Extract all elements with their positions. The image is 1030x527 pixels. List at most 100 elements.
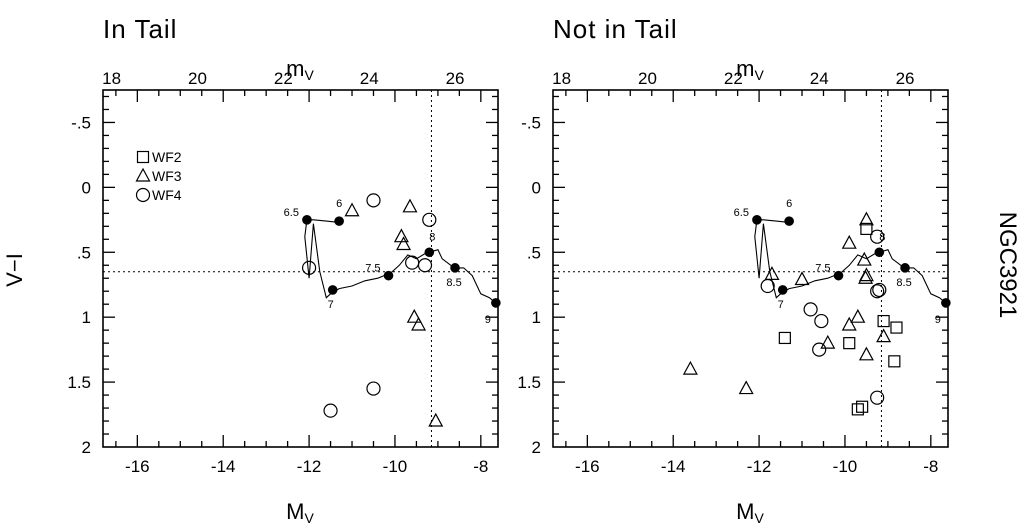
- top-axis-title-subscript: V: [754, 67, 764, 83]
- age-label: 8: [879, 231, 885, 243]
- wf3-point: [858, 211, 874, 226]
- top-axis-title-main: m: [286, 56, 304, 81]
- x-tick-label: -10: [833, 457, 858, 476]
- x-tick-label: -10: [383, 457, 408, 476]
- y-tick-label: .5: [527, 243, 541, 262]
- legend-square-marker: [136, 150, 150, 164]
- panel-not-in-tail: Not in Tail mV MV -16 -14 -12 -10 -818 20 22 24…: [517, 14, 951, 526]
- plot-frame: [552, 89, 949, 448]
- age-label: 8.5: [446, 277, 461, 289]
- age-marker: [752, 215, 762, 225]
- age-marker: [900, 263, 910, 273]
- wf3-point: [794, 271, 810, 286]
- age-label: 7.5: [815, 263, 830, 275]
- wf4-point: [417, 258, 433, 273]
- panel-title: Not in Tail: [553, 14, 678, 44]
- wf2-point: [851, 403, 864, 416]
- x-axis-title-subscript: V: [754, 510, 764, 526]
- wf4-point: [760, 278, 775, 294]
- top-axis-title: mV: [736, 56, 764, 83]
- wf4-point: [366, 381, 381, 396]
- wf4-point: [812, 342, 827, 357]
- x-axis-title: MV: [736, 499, 764, 526]
- y-tick-label: 2: [82, 438, 91, 457]
- wf4-point: [803, 302, 818, 317]
- wf4-point: [814, 313, 829, 329]
- x-tick-label: -14: [661, 457, 686, 476]
- wf4-point: [870, 284, 885, 299]
- wf3-point: [820, 334, 836, 349]
- top-tick-label: 24: [810, 69, 829, 88]
- age-marker: [784, 216, 794, 226]
- wf3-point: [393, 228, 409, 243]
- age-label: 7: [778, 299, 784, 311]
- top-axis-title-main: m: [736, 56, 754, 81]
- top-tick-label: 18: [552, 69, 571, 88]
- wf4-point: [405, 255, 420, 270]
- wf2-point: [856, 400, 869, 413]
- wf2-point: [860, 222, 873, 236]
- top-tick-label: 24: [360, 69, 379, 88]
- wf2-point: [890, 321, 903, 334]
- wf2-point: [877, 314, 890, 328]
- age-label: 9: [485, 314, 491, 326]
- wf3-point: [876, 328, 892, 343]
- wf4-point: [872, 282, 887, 298]
- wf3-point: [841, 316, 857, 331]
- age-label: 8: [429, 231, 435, 243]
- age-marker: [327, 285, 338, 295]
- wf4-point: [323, 403, 338, 418]
- legend-label: WF4: [152, 187, 182, 203]
- y-tick-label: 2: [532, 438, 541, 457]
- x-axis-title: MV: [286, 499, 314, 526]
- top-tick-label: 26: [896, 69, 915, 88]
- top-tick-label: 18: [102, 69, 121, 88]
- wf3-point: [850, 308, 866, 323]
- wf4-point: [366, 193, 381, 208]
- wf3-point: [402, 198, 418, 213]
- wf3-point: [858, 269, 874, 284]
- age-marker: [334, 216, 344, 226]
- age-marker: [302, 215, 312, 225]
- wf3-point: [738, 380, 754, 395]
- y-tick-label: -.5: [71, 113, 91, 132]
- x-axis-title-main: M: [736, 499, 754, 524]
- top-tick-label: 20: [638, 69, 657, 88]
- top-tick-label: 22: [274, 69, 293, 88]
- top-tick-label: 26: [446, 69, 465, 88]
- age-marker: [383, 270, 394, 281]
- x-tick-label: -14: [211, 457, 236, 476]
- wf3-point: [428, 412, 444, 427]
- wf4-point: [301, 260, 317, 275]
- age-label: 9: [935, 314, 941, 326]
- y-tick-label: 1: [532, 308, 541, 327]
- y-tick-label: 1: [82, 308, 91, 327]
- y-tick-label: 0: [532, 178, 541, 197]
- x-axis-title-main: M: [286, 499, 304, 524]
- top-tick-label: 20: [188, 69, 207, 88]
- wf2-point: [778, 331, 791, 345]
- x-tick-label: -12: [747, 457, 772, 476]
- panel-in-tail: In Tail mV MV V−I -16 -14 -12 -10 -818 20 22 24…: [2, 14, 501, 526]
- age-label: 6.5: [284, 207, 299, 219]
- panel-title: In Tail: [103, 14, 177, 44]
- age-label: 7: [328, 299, 334, 311]
- legend-label: WF3: [152, 168, 182, 184]
- y-tick-label: 1.5: [67, 373, 91, 392]
- wf3-point: [841, 234, 857, 249]
- x-tick-label: -8: [473, 457, 488, 476]
- x-axis-title-subscript: V: [304, 510, 314, 526]
- legend-label: WF2: [152, 149, 182, 165]
- top-tick-label: 22: [724, 69, 743, 88]
- x-tick-label: -12: [297, 457, 322, 476]
- wf3-point: [858, 346, 874, 361]
- wf3-point: [764, 266, 780, 280]
- top-axis-title: mV: [286, 56, 314, 83]
- wf3-point: [406, 308, 422, 323]
- x-tick-label: -8: [923, 457, 938, 476]
- wf3-point: [344, 202, 360, 217]
- age-marker: [424, 247, 435, 258]
- age-marker: [833, 270, 844, 281]
- wf3-point: [682, 360, 698, 375]
